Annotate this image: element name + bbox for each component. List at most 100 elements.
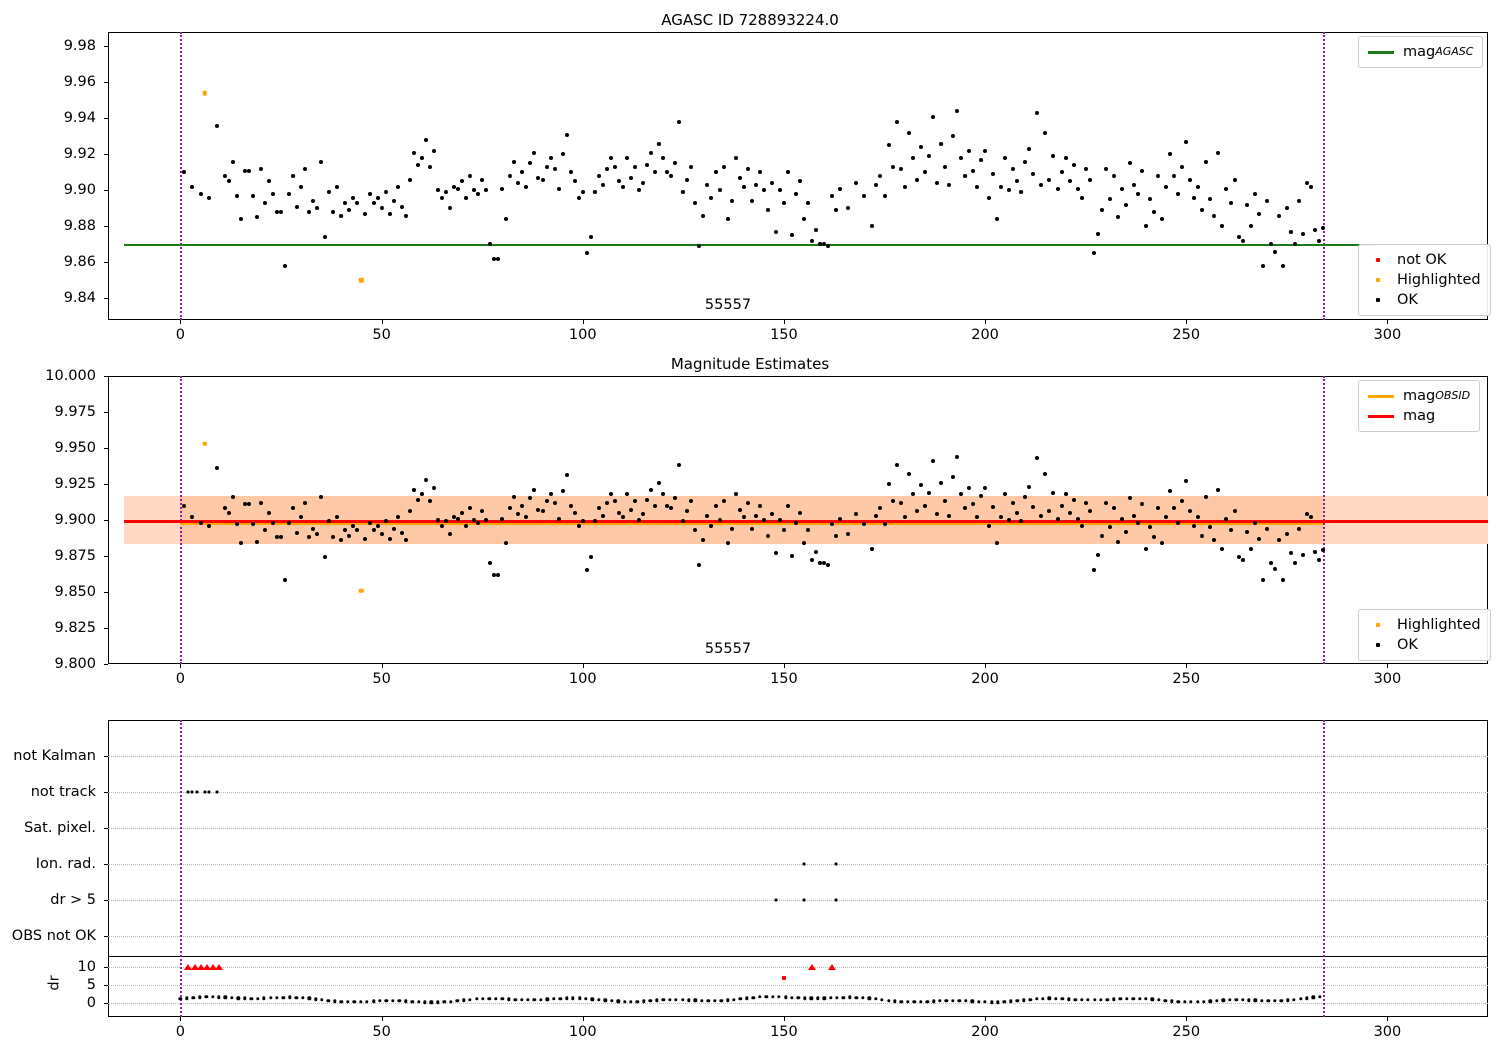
data-point-ok (830, 193, 835, 198)
data-point-ok (1075, 186, 1080, 191)
data-point-ok (991, 172, 996, 177)
data-point-ok (1071, 497, 1076, 502)
y-tick-label: 9.950 (54, 440, 96, 456)
dr-data-point (545, 997, 550, 1002)
x-tick-mark (381, 320, 383, 324)
data-point-ok (625, 492, 629, 497)
marker-swatch-ok (1368, 290, 1388, 310)
y-tick-label: 9.84 (63, 290, 96, 307)
data-point-ok (520, 503, 525, 508)
data-point-ok (1135, 520, 1140, 525)
data-point-ok (1047, 177, 1052, 182)
data-point-ok (283, 578, 288, 583)
legend-label-mag-line: mag (1403, 408, 1436, 424)
data-point-ok (1103, 500, 1108, 505)
data-point-ok (1284, 532, 1289, 537)
data-point-ok (1192, 195, 1197, 200)
data-point-ok (789, 554, 794, 558)
data-point-ok (854, 181, 859, 186)
data-point-ok (637, 188, 642, 193)
y-tick-mark (104, 556, 108, 557)
data-point-ok (572, 510, 577, 515)
data-point-ok (423, 138, 428, 142)
x-tick-label: 250 (1172, 327, 1201, 343)
data-point-ok (725, 217, 730, 222)
data-point-ok (882, 522, 887, 527)
legend-label-ok: OK (1397, 292, 1418, 308)
dr-data-point (487, 996, 492, 1001)
data-point-ok (556, 186, 561, 191)
dr-data-point (925, 999, 929, 1004)
x-tick-label: 150 (770, 671, 798, 687)
data-point-ok (540, 509, 545, 514)
obsid-annotation-middle: 55557 (704, 641, 752, 657)
legend-magnitude-lines[interactable]: mag OBSID mag (1358, 380, 1481, 432)
dr-data-point (674, 998, 678, 1002)
data-point-ok (620, 184, 625, 189)
data-point-ok (1256, 211, 1261, 216)
data-point-ok (488, 242, 493, 247)
dr-data-point (255, 996, 260, 1001)
obsid-divider-line-bottom (1323, 720, 1326, 1017)
data-point-ok (1288, 551, 1293, 556)
dr-data-point (976, 1000, 981, 1004)
data-point-ok (733, 492, 738, 497)
dr-data-point (1112, 997, 1116, 1002)
dr-data-point (474, 997, 479, 1001)
dr-data-point (796, 996, 801, 1000)
dr-data-point (236, 996, 241, 1000)
dr-data-point (1047, 996, 1052, 1001)
data-point-ok (689, 499, 694, 504)
dr-tick-mark (104, 985, 108, 987)
dr-data-point (358, 1000, 363, 1004)
data-point-ok (1224, 186, 1229, 191)
dr-data-point (1240, 998, 1245, 1002)
dr-data-point (822, 996, 826, 1001)
data-point-ok (1321, 226, 1326, 231)
legend-marker-classes-middle[interactable]: Highlighted OK (1358, 609, 1491, 661)
dr-data-point (1041, 996, 1045, 1001)
data-point-ok (552, 500, 557, 505)
data-point-ok (649, 487, 654, 492)
dr-clipped-marker (808, 964, 817, 971)
legend-mag-agasc-line[interactable]: mag AGASC (1358, 36, 1484, 68)
dr-data-point (1157, 998, 1161, 1002)
data-point-ok (355, 528, 360, 533)
reference-line-mag-obsid (180, 522, 1324, 525)
dr-data-point (198, 995, 202, 999)
data-point-ok (1196, 515, 1201, 520)
data-point-ok (600, 183, 605, 187)
dr-data-point (931, 999, 936, 1003)
flag-marker (207, 790, 211, 794)
legend-item-highlighted: Highlighted (1368, 270, 1481, 290)
dr-data-point (584, 997, 588, 1001)
legend-label-mag-obsid-subscript: OBSID (1435, 389, 1471, 402)
data-point-ok (564, 132, 569, 137)
data-point-ok (568, 503, 573, 508)
y-tick-mark (104, 118, 108, 120)
data-point-ok (371, 201, 376, 205)
line-swatch-orange (1368, 394, 1394, 398)
dr-data-point (783, 995, 788, 999)
x-tick-mark-bottom (1186, 1017, 1188, 1021)
dr-data-point (1195, 1000, 1200, 1004)
y-tick-label: 9.92 (63, 146, 96, 163)
data-point-ok (266, 510, 271, 515)
data-point-ok (1035, 111, 1040, 115)
data-point-ok (1059, 503, 1064, 508)
data-point-ok (1019, 190, 1024, 195)
dr-data-point (539, 998, 543, 1002)
dr-data-point (494, 996, 498, 1001)
x-tick-label: 0 (175, 327, 186, 343)
data-point-ok (862, 522, 867, 527)
data-point-ok (1308, 515, 1313, 520)
dr-data-point (777, 995, 781, 999)
dr-data-point (371, 999, 376, 1003)
dr-data-point (597, 998, 601, 1002)
data-point-ok (536, 175, 541, 180)
legend-marker-classes-top[interactable]: not OK Highlighted OK (1358, 244, 1491, 316)
dr-data-point (217, 995, 221, 999)
data-point-ok (1055, 186, 1060, 191)
data-point-ok (383, 190, 388, 195)
dr-data-point (1054, 996, 1058, 1001)
